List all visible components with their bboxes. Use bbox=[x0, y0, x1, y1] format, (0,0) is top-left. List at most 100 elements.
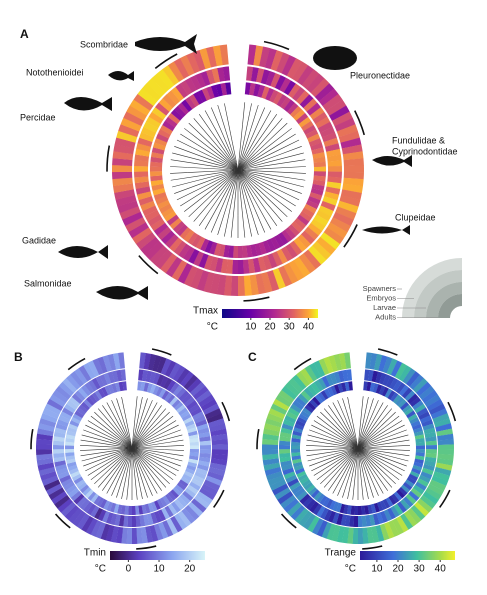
heat-cell bbox=[86, 396, 95, 406]
heat-cell bbox=[53, 431, 66, 438]
heat-cell bbox=[311, 518, 324, 535]
heat-cell bbox=[67, 427, 77, 434]
tree-branch bbox=[152, 405, 162, 418]
heat-cell bbox=[341, 526, 350, 544]
tree-branch bbox=[337, 431, 359, 449]
heat-cell bbox=[65, 437, 75, 443]
heat-cell bbox=[311, 183, 325, 192]
heat-cell bbox=[140, 381, 146, 392]
heat-cell bbox=[67, 464, 78, 471]
heat-cell bbox=[418, 411, 430, 420]
tree-branch bbox=[210, 169, 239, 210]
heat-cell bbox=[366, 526, 374, 544]
heat-cell bbox=[66, 430, 76, 437]
heat-cell bbox=[209, 462, 227, 471]
tree-branch bbox=[217, 203, 228, 235]
fish-icon bbox=[135, 34, 197, 54]
heat-cell bbox=[57, 471, 70, 480]
heat-cell bbox=[272, 268, 286, 290]
heat-cell bbox=[45, 483, 63, 496]
heat-cell bbox=[302, 407, 312, 416]
heat-cell bbox=[400, 484, 410, 494]
heat-cell bbox=[181, 393, 193, 405]
heat-cell bbox=[262, 438, 279, 445]
tree-branch bbox=[80, 445, 117, 448]
tree-branch bbox=[357, 428, 390, 449]
tree-branch bbox=[379, 424, 405, 438]
heat-cell bbox=[211, 439, 228, 446]
heat-cell bbox=[425, 436, 437, 442]
heat-cell bbox=[284, 227, 297, 240]
heat-cell bbox=[307, 133, 321, 143]
heat-cell bbox=[232, 259, 238, 275]
heat-cell bbox=[419, 494, 436, 509]
heat-cell bbox=[35, 444, 53, 450]
tree-branch bbox=[165, 420, 177, 428]
tree-branch bbox=[81, 434, 110, 443]
heat-cell bbox=[53, 449, 65, 454]
heat-cell bbox=[343, 165, 365, 173]
heat-cell bbox=[411, 467, 421, 475]
heat-cell bbox=[313, 491, 323, 501]
tree-branch bbox=[154, 461, 177, 476]
family-mark bbox=[280, 513, 297, 529]
tree-branch bbox=[218, 166, 239, 171]
heat-cell bbox=[138, 505, 144, 515]
tree-branch bbox=[123, 420, 133, 449]
tree-branch bbox=[113, 430, 133, 449]
heat-cell bbox=[329, 372, 338, 385]
heat-cell bbox=[378, 385, 386, 396]
tree-branch bbox=[184, 128, 198, 139]
heat-cell bbox=[123, 111, 145, 127]
heat-cell bbox=[407, 508, 422, 524]
heat-cell bbox=[199, 449, 211, 454]
tree-branch bbox=[332, 467, 348, 494]
heat-cell bbox=[84, 489, 94, 499]
tree-branch bbox=[172, 175, 216, 188]
colorbar-unit: °C bbox=[345, 564, 356, 575]
tree-branch bbox=[149, 411, 170, 432]
heat-cell bbox=[263, 428, 280, 437]
heat-cell bbox=[316, 493, 325, 503]
heat-cell bbox=[412, 484, 425, 495]
heat-cell bbox=[317, 377, 327, 390]
heat-cell bbox=[268, 408, 286, 419]
heat-cell bbox=[410, 487, 422, 498]
heat-cell bbox=[376, 501, 384, 512]
heat-cell bbox=[176, 368, 190, 385]
heat-cell bbox=[383, 509, 392, 522]
heat-cell bbox=[60, 501, 76, 517]
heat-cell bbox=[327, 171, 342, 178]
tree-branch bbox=[374, 463, 396, 485]
heat-cell bbox=[364, 505, 370, 515]
colorbar-tick-label: 20 bbox=[184, 564, 196, 575]
tree-branch bbox=[138, 481, 143, 499]
heat-cell bbox=[272, 398, 290, 411]
heat-cell bbox=[52, 444, 65, 450]
tree-branch bbox=[172, 152, 219, 166]
family-mark bbox=[343, 224, 358, 248]
heat-cell bbox=[156, 374, 165, 387]
heat-cell bbox=[124, 505, 129, 515]
tree-branch bbox=[237, 169, 263, 180]
heat-cell bbox=[365, 515, 372, 527]
heat-cell bbox=[330, 385, 338, 396]
heat-cell bbox=[61, 478, 73, 488]
heat-cell bbox=[391, 493, 400, 503]
tree-branch bbox=[377, 411, 396, 430]
tree-branch bbox=[237, 169, 248, 215]
heat-cell bbox=[174, 484, 184, 494]
heat-cell bbox=[304, 404, 314, 413]
heat-cell bbox=[222, 66, 231, 81]
tree-branch bbox=[275, 152, 304, 161]
heat-cell bbox=[246, 66, 254, 81]
heat-cell bbox=[127, 515, 132, 527]
heat-cell bbox=[134, 176, 149, 184]
tree-branch bbox=[121, 396, 127, 419]
tree-branch bbox=[237, 169, 275, 180]
heat-cell bbox=[436, 428, 453, 437]
tree-branch bbox=[155, 408, 167, 421]
heat-cell bbox=[174, 105, 186, 118]
heat-cell bbox=[310, 382, 321, 394]
tree-branch bbox=[257, 166, 306, 170]
